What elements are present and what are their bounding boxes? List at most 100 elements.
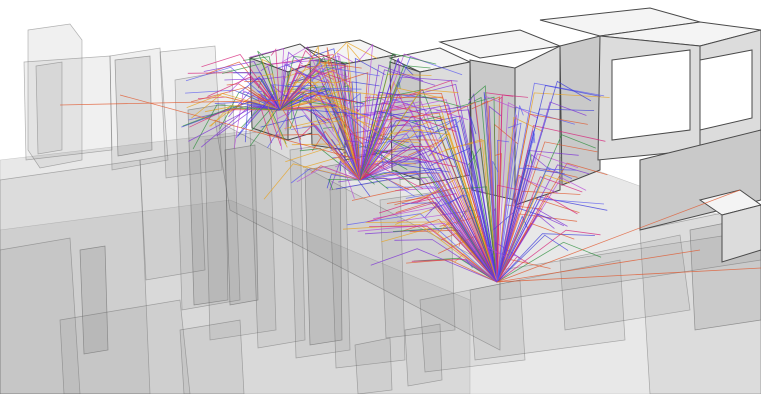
ray-path — [370, 248, 498, 283]
ray-path — [359, 143, 431, 181]
ray-path — [447, 194, 498, 283]
ray-path — [359, 57, 400, 181]
ray-path — [371, 167, 498, 283]
ray-path — [471, 150, 498, 283]
ray-path — [257, 73, 281, 111]
ray-path — [405, 193, 498, 283]
ray-path — [119, 94, 361, 161]
ray-path — [359, 102, 444, 181]
ray-path — [406, 259, 498, 283]
ray-path — [394, 116, 498, 283]
ray-path — [270, 48, 281, 111]
ray-path — [279, 91, 349, 136]
ray-path — [496, 176, 583, 283]
ray-path — [326, 47, 361, 181]
ray-path — [427, 118, 498, 283]
ray-path — [279, 89, 353, 111]
ray-path — [394, 239, 498, 283]
ray-path — [239, 76, 281, 111]
ray-path — [359, 115, 409, 181]
ray-path — [359, 91, 402, 181]
ray-path — [488, 105, 502, 283]
ray-path — [359, 145, 434, 181]
ray-path — [291, 143, 361, 181]
ray-path — [359, 115, 457, 181]
ray-path — [346, 213, 498, 283]
ray-path — [279, 72, 316, 111]
ray-path — [364, 96, 498, 283]
ray-path — [263, 163, 361, 200]
ray-path — [496, 267, 761, 283]
ray-path — [279, 51, 303, 111]
ray-path — [496, 229, 601, 283]
ray-path — [59, 99, 301, 106]
ray-path — [228, 72, 281, 111]
ray-path — [445, 140, 498, 283]
ray-path — [483, 92, 498, 283]
ray-path — [285, 143, 361, 181]
ray-path — [351, 81, 380, 181]
ray-path — [413, 257, 498, 283]
ray-path — [272, 84, 303, 111]
ray-path — [496, 222, 575, 283]
ray-path — [192, 104, 281, 150]
ray-path — [279, 61, 301, 111]
ray-path — [237, 95, 281, 137]
ray-path — [256, 90, 281, 111]
ray-path — [429, 147, 498, 283]
ray-path — [359, 172, 441, 181]
ray-path — [277, 48, 361, 181]
ray-path — [279, 90, 378, 111]
ray-path — [386, 196, 498, 283]
ray-path — [279, 95, 336, 111]
ray-path — [359, 64, 424, 181]
ray-path — [359, 53, 437, 181]
ray-path — [496, 141, 598, 283]
ray-path — [496, 213, 578, 283]
ray-path — [369, 225, 498, 283]
ray-path — [356, 43, 374, 181]
ray-path — [496, 166, 573, 283]
ray-path — [182, 107, 281, 127]
ray-path — [365, 221, 498, 283]
ray-path — [485, 95, 515, 283]
ray-path — [359, 119, 442, 181]
ray-path — [496, 234, 569, 283]
ray-path — [359, 65, 431, 181]
ray-path — [401, 202, 498, 283]
ray-path — [496, 114, 518, 283]
ray-path — [496, 167, 577, 283]
ray-path — [300, 123, 361, 181]
ray-path — [359, 140, 405, 181]
ray-path — [496, 153, 551, 283]
ray-path — [279, 76, 308, 111]
ray-path — [496, 96, 503, 283]
ray-path — [201, 54, 281, 111]
ray-path — [496, 105, 524, 283]
ray-path — [496, 214, 555, 283]
ray-path — [496, 184, 520, 283]
ray-path — [279, 91, 357, 111]
ray-paths — [59, 41, 761, 283]
ray-path — [279, 45, 320, 111]
ray-path — [453, 96, 498, 283]
ray-path — [200, 105, 281, 148]
ray-path — [227, 94, 281, 115]
ray-path — [359, 155, 457, 181]
ray-path — [279, 49, 314, 111]
ray-path — [496, 198, 605, 283]
ray-path — [359, 126, 386, 181]
ray-path — [279, 106, 364, 117]
ray-path — [496, 122, 522, 283]
ray-path — [471, 96, 500, 283]
ray-path — [359, 124, 421, 181]
ray-path — [279, 94, 288, 111]
ray-path — [354, 94, 371, 181]
ray-path — [279, 85, 306, 111]
ray-path — [496, 241, 602, 283]
ray-path — [342, 164, 361, 199]
ray-path — [470, 116, 498, 283]
ray-path — [299, 148, 361, 181]
ray-path — [329, 160, 361, 191]
ray-path — [466, 146, 498, 283]
